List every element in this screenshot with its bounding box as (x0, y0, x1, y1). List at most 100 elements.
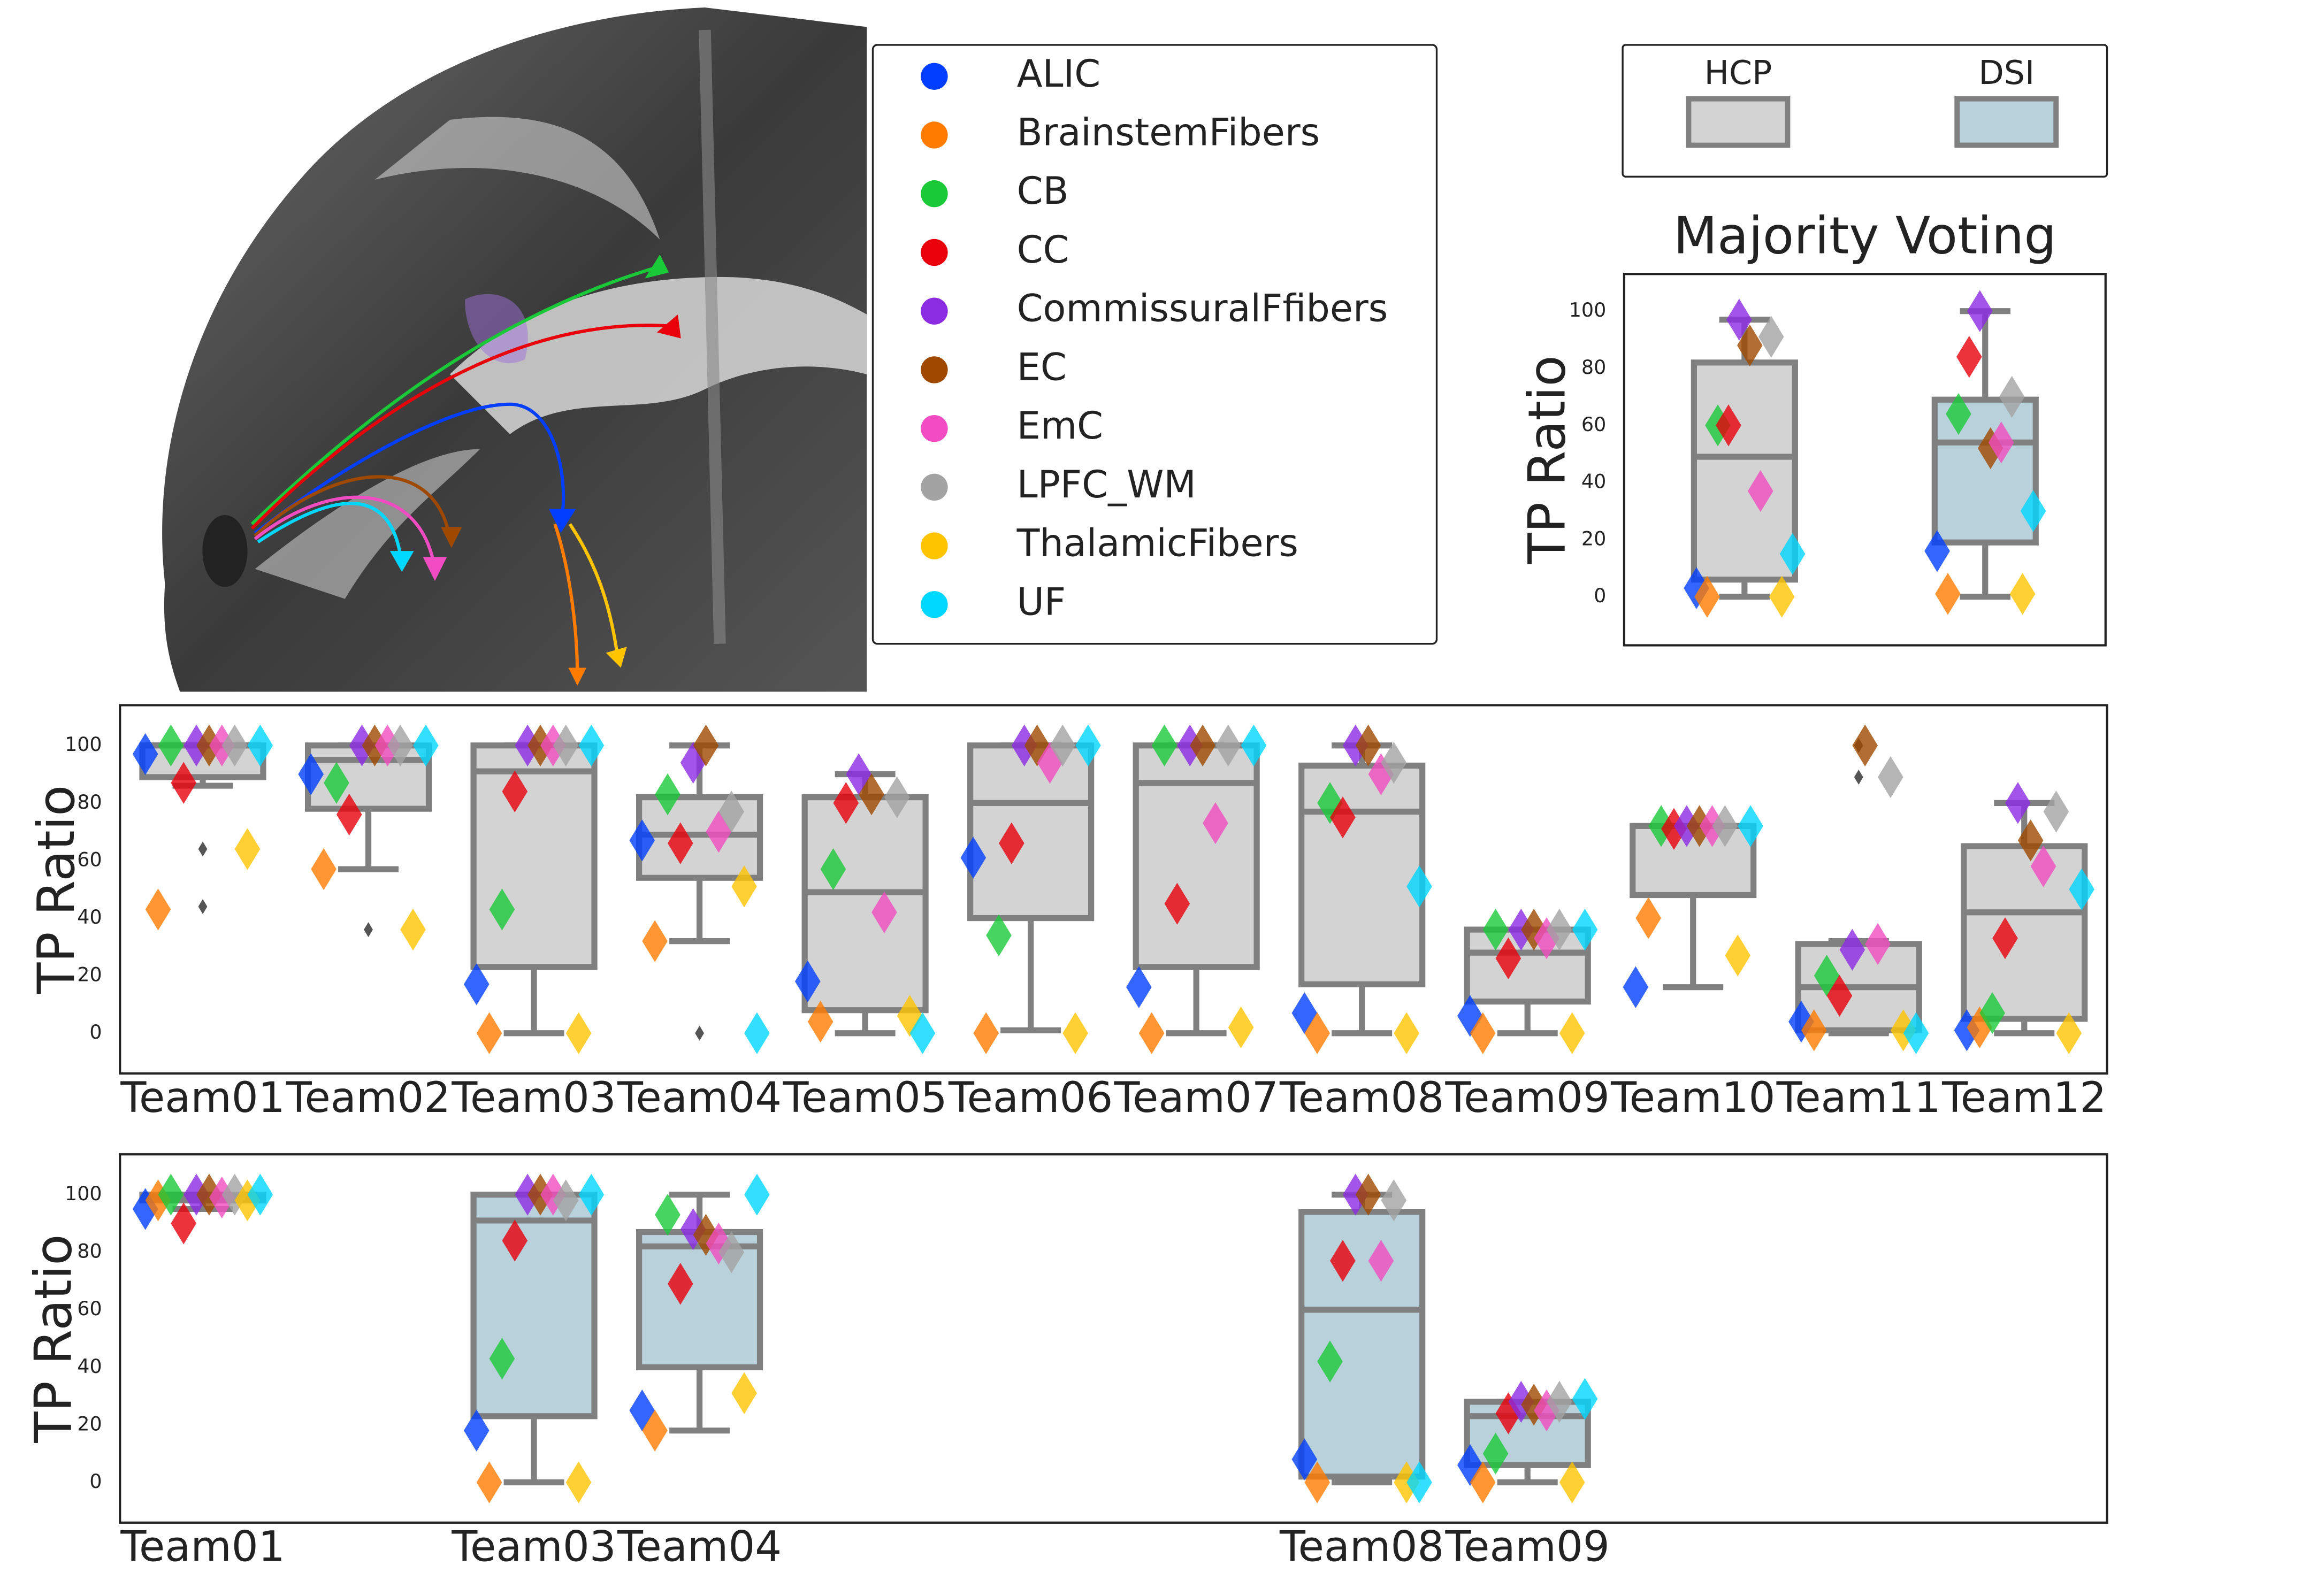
tract-point (565, 1461, 592, 1503)
x-tick-label: Team04 (617, 1073, 782, 1122)
x-tick-label: Team04 (617, 1523, 782, 1571)
tract-point (1203, 802, 1228, 845)
tract-point (794, 960, 821, 1003)
x-tick-label: Team09 (1445, 1073, 1610, 1122)
tract-point (871, 891, 897, 933)
tract-point (1304, 1461, 1330, 1503)
tract-point (489, 1337, 515, 1380)
chart-title: Majority Voting (1673, 207, 2056, 266)
tract-point (1138, 1012, 1165, 1054)
tract-point (1381, 1179, 1407, 1222)
legend-marker (921, 121, 948, 149)
x-tick-label: Team10 (1610, 1073, 1775, 1122)
tract-point (476, 1012, 502, 1054)
tract-point (324, 762, 349, 804)
box (470, 742, 598, 970)
tract-point (336, 793, 362, 836)
x-tick-label: Team03 (451, 1073, 616, 1122)
tract-legend-frame (871, 44, 1438, 645)
tract-point (718, 791, 745, 833)
y-tick-label: 100 (65, 733, 102, 756)
tract-point (1839, 929, 1865, 971)
tract-point (1330, 796, 1356, 839)
box (1691, 359, 1798, 583)
y-tick-label: 0 (1594, 584, 1606, 607)
y-tick-label: 60 (77, 848, 102, 871)
y-tick-label: 40 (77, 1355, 102, 1378)
tract-point (1482, 908, 1509, 951)
y-tick-label: 80 (77, 1240, 102, 1263)
tract-point (655, 773, 680, 816)
legend-swatch (1686, 96, 1791, 148)
tract-point (1979, 992, 2005, 1034)
tract-point (1801, 1009, 1827, 1052)
tract-point (1547, 908, 1572, 951)
y-tick-label: 20 (77, 963, 102, 986)
tract-point (807, 1001, 833, 1043)
tract-point (986, 914, 1012, 957)
tract-point (1924, 530, 1950, 572)
y-tick-label: 80 (1581, 356, 1606, 379)
tract-point (1470, 1461, 1496, 1503)
tract-point (2043, 791, 2069, 833)
tract-point (1903, 1012, 1929, 1054)
tract-point (1215, 724, 1241, 766)
tract-point (1482, 1432, 1509, 1475)
legend-label: EC (1017, 345, 1067, 389)
x-tick-label: Team08 (1279, 1073, 1444, 1122)
x-tick-label: Team02 (286, 1073, 450, 1122)
y-axis-label: TP Ratio (24, 1234, 83, 1443)
tract-point (1712, 805, 1738, 847)
tract-point (502, 770, 528, 813)
legend-marker (921, 239, 948, 266)
tract-point (1342, 1173, 1368, 1216)
tract-point (1673, 805, 1700, 847)
tract-point (1317, 1340, 1343, 1383)
box (1298, 1209, 1426, 1480)
tract-point (1394, 1012, 1419, 1054)
tract-point (2017, 819, 2044, 862)
box (1133, 742, 1260, 970)
tract-point (1164, 883, 1190, 925)
tract-point (884, 776, 910, 818)
tract-point (1151, 724, 1177, 766)
tract-point (1738, 805, 1763, 847)
tract-point (1470, 1012, 1496, 1054)
legend-marker (921, 591, 948, 618)
tract-point (1992, 917, 2018, 960)
box (1464, 926, 1591, 1005)
tract-point (2069, 868, 2094, 910)
legend-label: CB (1017, 169, 1069, 213)
tract-point (2009, 573, 2036, 615)
tract-point (1330, 1240, 1356, 1282)
legend-label: LPFC_WM (1017, 463, 1196, 507)
legend-marker (921, 473, 948, 501)
x-tick-label: Team06 (948, 1073, 1113, 1122)
legend-label: ALIC (1017, 52, 1101, 96)
tract-point (476, 1461, 502, 1503)
y-tick-label: 80 (77, 791, 102, 814)
x-tick-label: Team11 (1776, 1073, 1941, 1122)
tract-point (298, 753, 324, 795)
outlier (198, 899, 208, 915)
box (470, 1191, 598, 1419)
y-tick-label: 0 (89, 1020, 102, 1043)
legend-label: HCP (1704, 53, 1772, 92)
tract-point (820, 848, 846, 891)
tract-point (1623, 966, 1649, 1008)
legend-label: CommissuralFfibers (1017, 287, 1388, 331)
tract-point (1935, 573, 1961, 615)
legend-swatch (1954, 96, 2059, 148)
legend-label: BrainstemFibers (1017, 111, 1320, 155)
tract-point (1758, 316, 1784, 358)
tract-point (1508, 908, 1534, 951)
tract-point (1779, 533, 1806, 575)
y-axis-label: TP Ratio (27, 785, 86, 994)
tract-point (463, 963, 490, 1006)
tract-point (2030, 845, 2056, 887)
tract-point (1559, 1461, 1585, 1503)
tract-point (311, 848, 337, 891)
tract-point (1126, 966, 1152, 1008)
tract-point (1878, 756, 1903, 799)
